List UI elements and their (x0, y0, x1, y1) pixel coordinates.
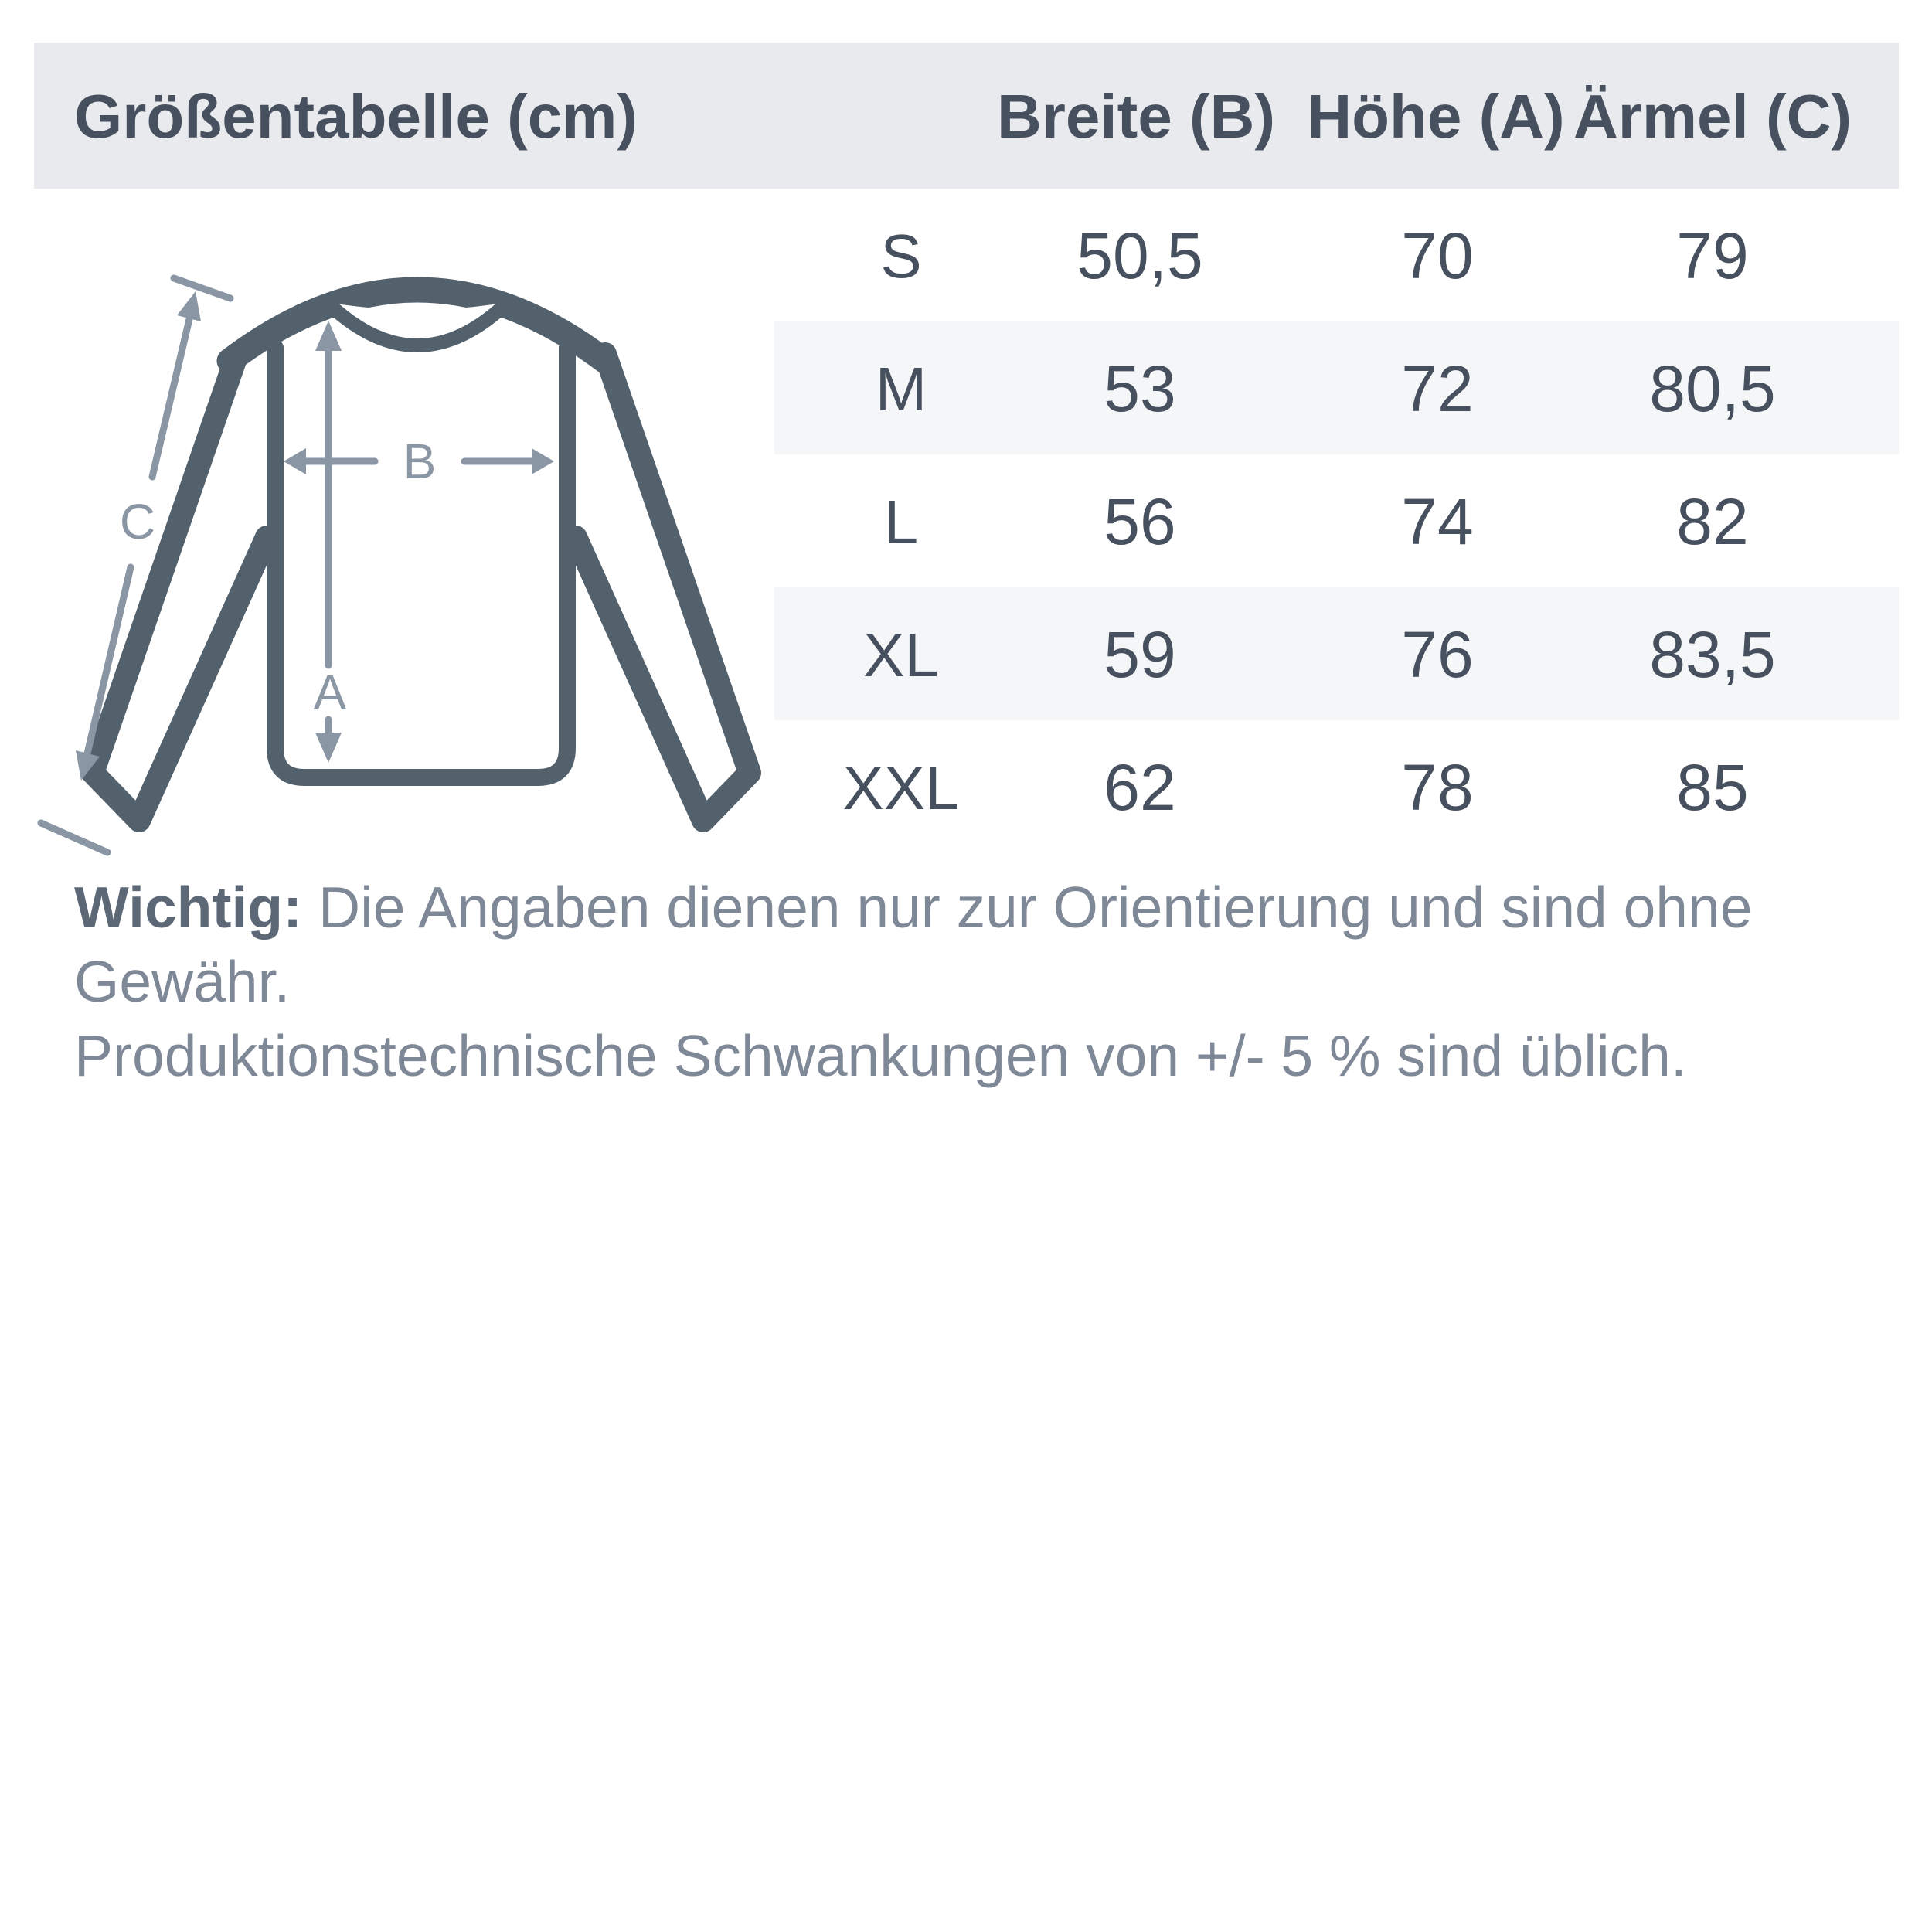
measure-label-b: B (403, 434, 437, 489)
garment-measurement-diagram-icon: A B C (37, 274, 761, 856)
collar-arc (320, 295, 515, 352)
size-label: S (880, 222, 922, 291)
measure-arrow-c-line (83, 563, 134, 757)
aermel-value: 79 (1676, 219, 1749, 292)
hoehe-value: 72 (1401, 352, 1474, 425)
column-header-aermel: Ärmel (C) (1573, 82, 1852, 151)
size-label: XXL (842, 753, 960, 822)
table-header-bar: Größentabelle (cm) Breite (B) Höhe (A) Ä… (34, 43, 1899, 189)
note-label: Wichtig: (74, 875, 303, 940)
size-label: XL (863, 621, 939, 689)
measure-tick-top (170, 274, 234, 302)
measure-arrow-c-line (148, 315, 193, 481)
aermel-value: 82 (1676, 485, 1749, 558)
hoehe-value: 76 (1401, 618, 1474, 691)
breite-value: 62 (1104, 751, 1176, 824)
sleeve-right-outline (564, 342, 761, 832)
aermel-value: 83,5 (1649, 618, 1776, 691)
arrowhead-down-icon (315, 733, 342, 763)
column-header-hoehe: Höhe (A) (1307, 82, 1565, 151)
hoehe-value: 78 (1401, 751, 1474, 824)
aermel-value: 80,5 (1649, 352, 1776, 425)
sleeve-right-fill (576, 354, 750, 821)
measure-label-a: A (314, 665, 347, 720)
column-header-breite: Breite (B) (996, 82, 1276, 151)
arrowhead-left-icon (284, 448, 306, 474)
arrowhead-downleft-icon (76, 750, 100, 781)
table-row-l: L 56 74 82 (774, 454, 1899, 587)
measure-label-c: C (120, 494, 155, 549)
note-line1: Die Angaben dienen nur zur Orientierung … (74, 875, 1753, 1014)
breite-value: 53 (1104, 352, 1176, 425)
breite-value: 59 (1104, 618, 1176, 691)
arrowhead-up-icon (315, 321, 342, 351)
hoehe-value: 70 (1401, 219, 1474, 292)
page-title: Größentabelle (cm) (74, 82, 638, 151)
breite-value: 56 (1104, 485, 1176, 558)
table-row-xxl: XXL 62 78 85 (774, 720, 1899, 853)
hoehe-value: 74 (1401, 485, 1474, 558)
shoulder-band (216, 277, 618, 374)
sleeve-left-fill (93, 354, 267, 821)
table-row-xl: XL 59 76 83,5 (774, 587, 1899, 720)
size-label: M (875, 355, 927, 423)
note-line2: Produktionstechnische Schwankungen von +… (74, 1023, 1687, 1088)
sleeve-left-outline (81, 342, 278, 832)
table-row-m: M 53 72 80,5 (774, 321, 1899, 454)
torso-outline (267, 339, 576, 786)
disclaimer-note: Wichtig: Die Angaben dienen nur zur Orie… (74, 870, 1875, 1093)
size-label: L (883, 488, 919, 556)
table-row-s: S 50,5 70 79 (774, 189, 1899, 321)
arrowhead-upright-icon (177, 291, 201, 321)
aermel-value: 85 (1676, 751, 1749, 824)
measure-tick-bottom (37, 819, 111, 856)
arrowhead-right-icon (532, 448, 554, 474)
breite-value: 50,5 (1077, 219, 1203, 292)
